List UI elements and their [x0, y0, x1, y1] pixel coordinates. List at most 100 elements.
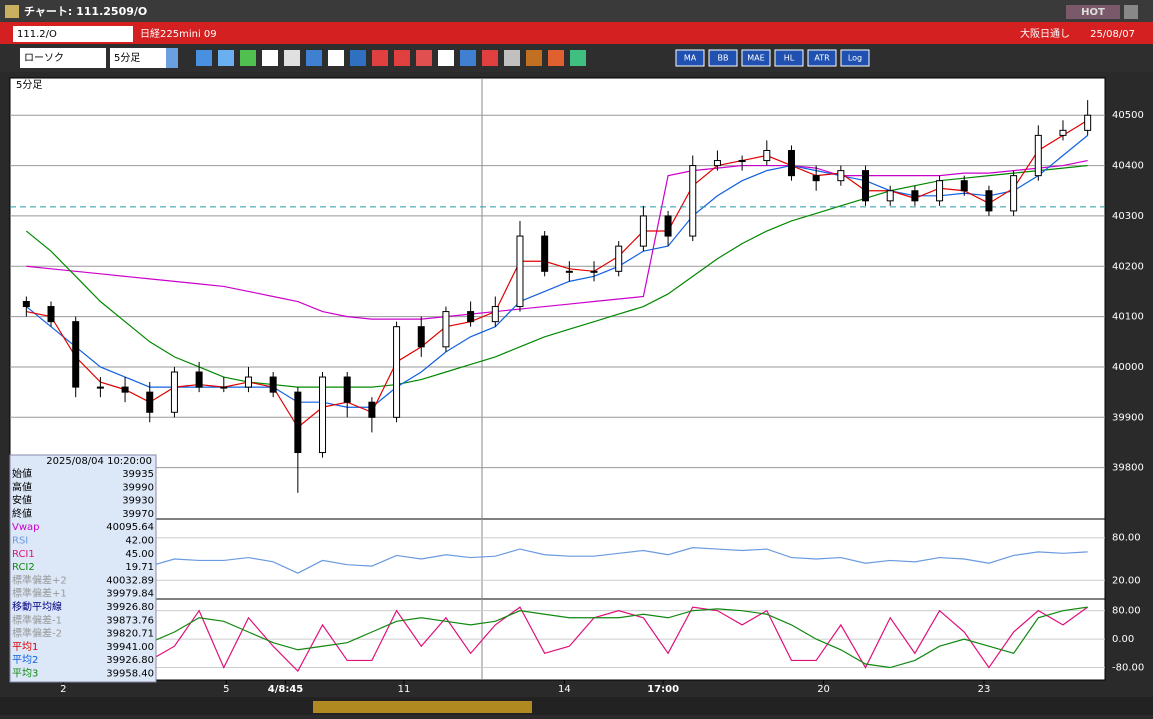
title-bar — [0, 0, 1153, 22]
info-value: 39820.71 — [106, 629, 154, 640]
candle-body — [1010, 175, 1018, 212]
candle-body — [516, 235, 524, 308]
info-value: 40032.89 — [106, 575, 154, 586]
indicator-button[interactable] — [708, 49, 738, 67]
info-value: 19.71 — [125, 562, 154, 573]
info-value: 39970 — [122, 509, 154, 520]
indicator-button[interactable] — [840, 49, 870, 67]
dropdown-arrow[interactable] — [166, 48, 178, 68]
x-tick-label: 20 — [817, 684, 830, 695]
indicator-button[interactable] — [807, 49, 837, 67]
candle-body — [368, 401, 376, 418]
y-tick-label: 40400 — [1112, 161, 1144, 172]
info-label: 移動平均線 — [12, 600, 62, 613]
candle-body — [862, 170, 870, 202]
info-value: 39958.40 — [106, 669, 154, 680]
scroll-thumb[interactable] — [313, 701, 532, 713]
tool-button[interactable] — [504, 50, 520, 66]
y-tick-label: 40100 — [1112, 312, 1144, 323]
hot-button[interactable] — [1066, 5, 1120, 19]
close-button[interactable] — [1124, 5, 1138, 19]
tool-button[interactable] — [394, 50, 410, 66]
candle-body — [442, 311, 450, 348]
series-line — [26, 547, 1088, 574]
series-line — [26, 119, 1088, 429]
candle-body — [146, 391, 154, 413]
tool-button[interactable] — [438, 50, 454, 66]
info-value: 39941.00 — [106, 642, 154, 653]
candle-body — [1059, 129, 1067, 136]
y-tick-label: 40500 — [1112, 110, 1144, 121]
y-tick-label: 40000 — [1112, 362, 1144, 373]
candle-body — [220, 386, 228, 389]
tool-button[interactable] — [262, 50, 278, 66]
indicator-label: Log — [848, 54, 862, 63]
candle-body — [170, 371, 178, 413]
info-label: 標準偏差-2 — [12, 627, 62, 640]
x-tick-label: 11 — [398, 684, 411, 695]
instrument: 日経225mini 09 — [140, 27, 217, 40]
info-label: 始値 — [12, 467, 32, 480]
hot-label[interactable]: HOT — [1081, 7, 1105, 18]
indicator-button[interactable] — [774, 49, 804, 67]
tool-button[interactable] — [482, 50, 498, 66]
tool-button[interactable] — [196, 50, 212, 66]
interval-select[interactable] — [110, 48, 178, 68]
tool-button[interactable] — [306, 50, 322, 66]
tool-button[interactable] — [350, 50, 366, 66]
candle-body — [541, 235, 549, 272]
candle-body — [121, 386, 129, 393]
scrollbar[interactable] — [0, 697, 1153, 715]
series-line — [25, 164, 1088, 388]
candle-body — [886, 190, 894, 202]
tool-button[interactable] — [570, 50, 586, 66]
code: 111.2/O — [17, 29, 57, 40]
indicator-label: ATR — [814, 54, 830, 63]
tool-button[interactable] — [416, 50, 432, 66]
chart-type-select[interactable] — [20, 48, 106, 68]
info-datetime: 2025/08/04 10:20:00 — [46, 456, 152, 467]
candle-body — [343, 376, 351, 403]
tool-button[interactable] — [240, 50, 256, 66]
indicator-button[interactable] — [675, 49, 705, 67]
y-tick-label: 39900 — [1112, 412, 1144, 423]
indicator-button[interactable] — [741, 49, 771, 67]
series-line — [26, 606, 1088, 669]
candle-body — [47, 306, 55, 323]
app-icon — [5, 5, 19, 18]
date: 25/08/07 — [1090, 29, 1135, 40]
y-tick-label: 40200 — [1112, 261, 1144, 272]
series-line — [25, 134, 1089, 408]
tool-button[interactable] — [526, 50, 542, 66]
candle-body — [787, 149, 795, 177]
info-value: 39990 — [122, 482, 154, 493]
info-value: 40095.64 — [106, 522, 154, 533]
tool-button[interactable] — [548, 50, 564, 66]
info-label: 平均2 — [12, 654, 38, 666]
candle-body — [837, 170, 845, 182]
y-tick-label: -80.00 — [1112, 663, 1144, 674]
info-label: 平均3 — [12, 668, 38, 680]
candle-body — [319, 376, 327, 454]
y-tick-label: 20.00 — [1112, 575, 1141, 586]
tool-button[interactable] — [328, 50, 344, 66]
candle-body — [936, 180, 944, 202]
y-tick-label: 0.00 — [1112, 634, 1134, 645]
tool-button[interactable] — [372, 50, 388, 66]
tool-button[interactable] — [218, 50, 234, 66]
series-line — [26, 159, 1088, 320]
candle-body — [664, 215, 672, 237]
plot-area — [9, 77, 1106, 681]
info-label: RCI1 — [12, 549, 35, 560]
candle-body — [467, 311, 475, 323]
y-tick-label: 80.00 — [1112, 606, 1141, 617]
candle-body — [269, 376, 277, 393]
tool-button[interactable] — [284, 50, 300, 66]
x-tick-label: 17:00 — [647, 684, 679, 695]
tool-button[interactable] — [460, 50, 476, 66]
x-tick-label: 4/8:45 — [268, 684, 304, 695]
code-input[interactable] — [13, 26, 133, 42]
info-label: RSI — [12, 536, 28, 547]
interval: 5分足 — [114, 52, 140, 64]
